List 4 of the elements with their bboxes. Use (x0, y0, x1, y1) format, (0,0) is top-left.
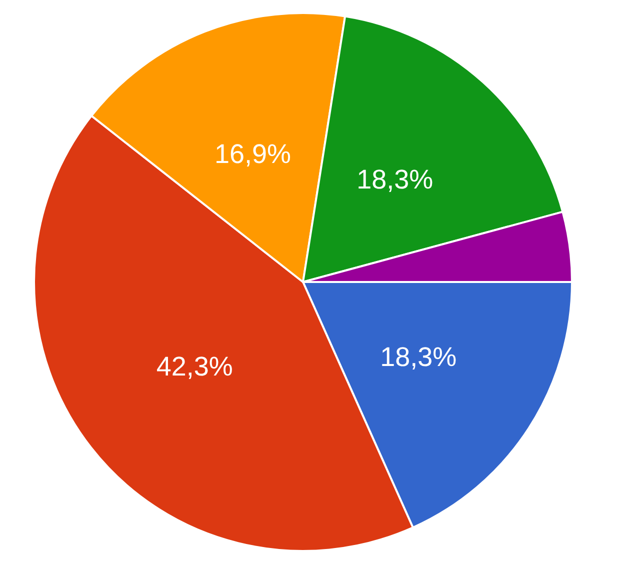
data-label: 18,3% (380, 342, 457, 372)
data-label: 42,3% (156, 352, 233, 382)
data-label: 18,3% (356, 164, 434, 195)
data-label: 16,9% (214, 138, 292, 169)
